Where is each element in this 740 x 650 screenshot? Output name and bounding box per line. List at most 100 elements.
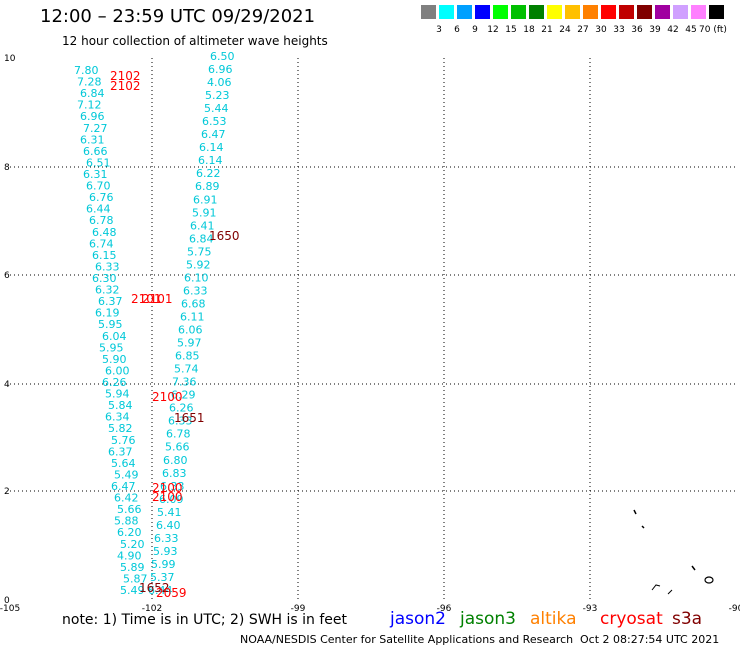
swh-value-label: 5.84 xyxy=(108,399,133,412)
x-tick-label: -90 xyxy=(729,604,740,614)
swh-value-label: 5.23 xyxy=(205,89,230,102)
scale-label: 24 xyxy=(559,25,571,35)
swh-value-label: 6.31 xyxy=(83,168,108,181)
swh-value-label: 6.89 xyxy=(195,180,220,193)
swh-value-label: 6.20 xyxy=(117,526,142,539)
swh-value-label: 6.44 xyxy=(86,203,111,216)
scale-swatch xyxy=(529,5,544,19)
satellite-legend-jason3: jason3 xyxy=(460,609,516,629)
swh-value-label: 5.92 xyxy=(186,258,211,271)
swh-value-label: 5.87 xyxy=(123,572,148,585)
scale-label: 12 xyxy=(487,25,499,35)
scale-label: 18 xyxy=(523,25,535,35)
swh-value-label: 5.66 xyxy=(165,441,190,454)
swh-value-label: 6.33 xyxy=(160,480,185,493)
scale-swatch xyxy=(637,5,652,19)
swh-value-label: 6.66 xyxy=(83,145,108,158)
swh-value-label: 6.33 xyxy=(154,532,179,545)
swh-value-label: 6.84 xyxy=(80,87,105,100)
scale-swatch xyxy=(619,5,634,19)
swh-value-label: 5.74 xyxy=(174,363,199,376)
y-tick-label: 0 xyxy=(4,596,10,606)
pass-time-label: 2102 xyxy=(110,69,141,83)
swh-value-label: 6.80 xyxy=(163,454,188,467)
scale-swatch xyxy=(565,5,580,19)
scale-swatch xyxy=(439,5,454,19)
pass-time-label: 2100 xyxy=(152,481,183,495)
scale-label: 36 xyxy=(631,25,643,35)
swh-value-label: 6.96 xyxy=(80,110,105,123)
scale-swatch xyxy=(547,5,562,19)
scale-swatch xyxy=(493,5,508,19)
swh-value-label: 6.37 xyxy=(98,295,123,308)
swh-value-label: 7.80 xyxy=(74,64,99,77)
swh-value-label: 6.83 xyxy=(162,467,187,480)
swh-value-label: 6.78 xyxy=(89,214,114,227)
swh-value-label: 6.84 xyxy=(189,232,214,245)
swh-value-label: 6.51 xyxy=(86,156,111,169)
y-tick-label: 2 xyxy=(4,487,10,497)
swh-value-label: 5.93 xyxy=(153,545,178,558)
coastline xyxy=(641,525,645,529)
swh-value-label: 5.95 xyxy=(98,318,123,331)
scale-swatch xyxy=(583,5,598,19)
scale-swatch xyxy=(475,5,490,19)
swh-value-label: 5.88 xyxy=(114,515,139,528)
swh-value-label: 6.42 xyxy=(114,492,139,505)
swh-value-label: 6.29 xyxy=(171,389,196,402)
swh-value-label: 6.00 xyxy=(105,364,130,377)
swh-value-label: 6.96 xyxy=(208,63,233,76)
swh-value-label: 6.30 xyxy=(92,272,117,285)
scale-label: 6 xyxy=(454,25,460,35)
swh-value-label: 5.66 xyxy=(117,503,142,516)
satellite-legend-cryosat: cryosat xyxy=(600,609,663,629)
swh-value-label: 6.48 xyxy=(92,226,117,239)
swh-value-label: 5.94 xyxy=(105,388,130,401)
swh-value-label: 6.15 xyxy=(92,249,117,262)
scale-swatch xyxy=(709,5,724,19)
coastline xyxy=(651,584,661,591)
satellite-legend-s3a: s3a xyxy=(672,609,703,629)
pass-time-label: 2101 xyxy=(131,292,162,306)
map-subtitle: 12 hour collection of altimeter wave hei… xyxy=(62,34,328,48)
satellite-legend-altika: altika xyxy=(530,609,577,629)
swh-value-label: 6.10 xyxy=(184,271,209,284)
pass-time-label: 2100 xyxy=(152,490,183,504)
x-tick-label: -99 xyxy=(291,604,306,614)
swh-value-label: 5.49 xyxy=(120,584,145,597)
scale-swatch xyxy=(691,5,706,19)
generated-timestamp: Oct 2 08:27:54 UTC 2021 xyxy=(580,633,720,646)
swh-value-label: 6.47 xyxy=(201,128,226,141)
scale-swatch xyxy=(601,5,616,19)
pass-time-label: 1650 xyxy=(209,229,240,243)
swh-value-label: 6.32 xyxy=(95,284,120,297)
swh-value-label: 6.06 xyxy=(178,324,203,337)
scale-label: 33 xyxy=(613,25,625,35)
swh-value-label: 5.97 xyxy=(177,337,202,350)
map-title: 12:00 – 23:59 UTC 09/29/2021 xyxy=(40,6,316,27)
pass-time-label: 2059 xyxy=(156,586,187,600)
scale-label: 3 xyxy=(436,25,442,35)
x-tick-label: -93 xyxy=(583,604,598,614)
swh-value-label: 6.14 xyxy=(198,154,223,167)
swh-value-label: 6.37 xyxy=(108,445,133,458)
swh-value-label: 6.14 xyxy=(199,141,224,154)
swh-value-label: 6.26 xyxy=(169,402,194,415)
scale-label: 45 xyxy=(685,25,697,35)
swh-value-label: 6.70 xyxy=(86,180,111,193)
swh-value-label: 6.41 xyxy=(190,219,215,232)
plot-frame xyxy=(9,57,737,601)
swh-value-label: 6.47 xyxy=(111,480,136,493)
swh-value-label: 5.99 xyxy=(151,558,176,571)
swh-value-label: 6.53 xyxy=(202,115,227,128)
scale-swatch xyxy=(421,5,436,19)
y-tick-label: 10 xyxy=(4,54,16,64)
swh-value-label: 5.91 xyxy=(192,206,217,219)
swh-value-label: 6.68 xyxy=(181,297,206,310)
pass-time-label: 2102 xyxy=(110,79,141,93)
swh-value-label: 5.20 xyxy=(120,538,145,551)
scale-label: 42 xyxy=(667,25,679,35)
pass-time-label: 2100 xyxy=(152,390,183,404)
scale-swatch xyxy=(673,5,688,19)
